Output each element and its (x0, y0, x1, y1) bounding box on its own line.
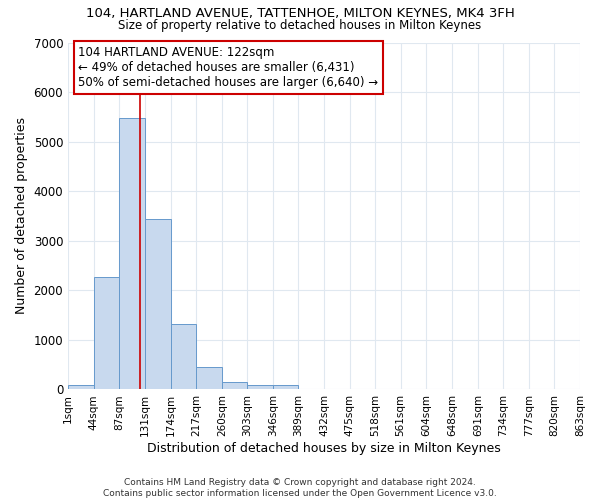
Bar (68, 384, 94, 390)
Bar (196, 366, 222, 390)
Text: 104, HARTLAND AVENUE, TATTENHOE, MILTON KEYNES, MK4 3FH: 104, HARTLAND AVENUE, TATTENHOE, MILTON … (86, 8, 514, 20)
Bar (94, 277, 119, 390)
Bar (273, 386, 298, 390)
Text: Size of property relative to detached houses in Milton Keynes: Size of property relative to detached ho… (118, 19, 482, 32)
Bar (145, 220, 171, 390)
Bar (222, 382, 247, 390)
X-axis label: Distribution of detached houses by size in Milton Keynes: Distribution of detached houses by size … (147, 442, 501, 455)
Text: 104 HARTLAND AVENUE: 122sqm
← 49% of detached houses are smaller (6,431)
50% of : 104 HARTLAND AVENUE: 122sqm ← 49% of det… (78, 46, 379, 89)
Bar (119, 118, 145, 390)
Y-axis label: Number of detached properties: Number of detached properties (15, 118, 28, 314)
Text: Contains HM Land Registry data © Crown copyright and database right 2024.
Contai: Contains HM Land Registry data © Crown c… (103, 478, 497, 498)
Bar (247, 386, 273, 390)
Bar (171, 324, 196, 390)
